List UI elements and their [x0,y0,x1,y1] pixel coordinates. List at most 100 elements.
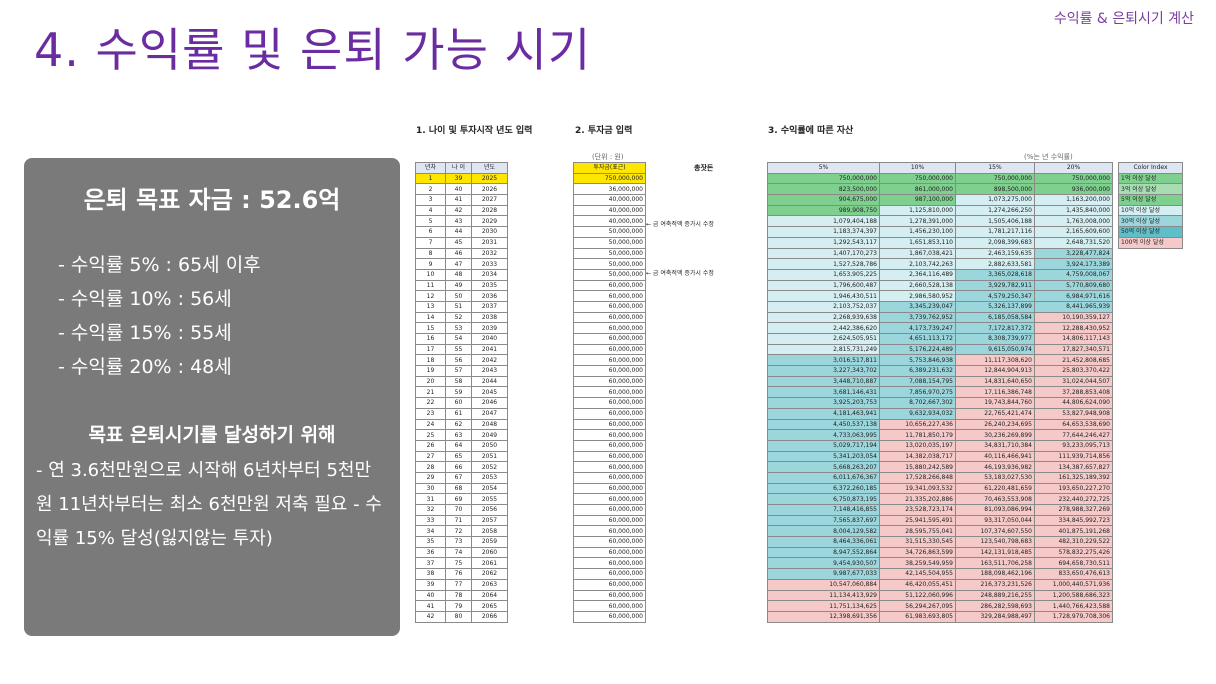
memo-row [646,327,756,337]
table-row: 9,987,677,033 42,145,504,955 188,098,462,1… [767,568,1113,580]
table-cell: 161,325,189,392 [1034,471,1113,484]
table-row: 18 56 2042 [415,354,508,367]
table-cell: 2050 [471,439,508,452]
table-cell: 15,880,242,589 [879,461,956,473]
table-cell: 40 [415,589,446,602]
table-cell: 2059 [471,536,508,548]
table-cell: 987,100,000 [879,194,956,206]
table-cell: 60,000,000 [573,365,646,377]
table-row: 38 76 2062 [415,568,508,580]
memo-row [646,463,756,473]
table-cell: 34,726,863,599 [879,546,956,559]
table-cell: 2056 [471,504,508,516]
table-cell: 60,000,000 [573,471,646,484]
table-cell: 1,946,430,511 [767,290,880,302]
table-cell: 63 [445,429,472,441]
table-cell: 2041 [471,343,508,356]
table-cell: 9,615,050,974 [955,343,1035,356]
table-cell: 2,442,386,620 [767,322,880,334]
table-cell: 68 [445,482,472,495]
table-cell: 2051 [471,450,508,463]
memo-row [646,434,756,444]
table-cell: 2030 [471,226,508,238]
memo-row [646,366,756,376]
table-cell: 14,806,117,143 [1034,333,1113,345]
table-row: 30 68 2054 [415,482,508,495]
retirement-goal: 은퇴 목표 자금 : 52.6억 [83,186,341,214]
table-cell: 1,073,275,000 [955,194,1035,206]
table-cell: 23,528,723,174 [879,504,956,516]
rate-item: - 수익률 20% : 48세 [58,356,232,378]
table-cell: 22 [415,397,446,409]
table-row: 14 52 2038 [415,311,508,324]
table-row: 29 67 2053 [415,471,508,484]
table-row: 33 71 2057 [415,514,508,527]
section-1-title: 1. 나이 및 투자시작 년도 입력 [416,126,533,136]
table-cell: 19 [415,365,446,377]
table-cell: 2,624,505,951 [767,333,880,345]
table-cell: 60,000,000 [573,589,646,602]
table-cell: 750,000,000 [1034,172,1113,185]
memo-row [646,395,756,405]
table-cell: 1,781,217,116 [955,226,1035,238]
table-cell: 46 [445,247,472,260]
table-cell: 482,310,229,522 [1034,536,1113,548]
table-row: 4,733,063,995 11,781,850,179 30,236,269,89… [767,429,1113,441]
table-cell: 8,441,965,939 [1034,300,1113,313]
memo-row: ← 금 여축적액 증가시 수정 [646,221,714,229]
table-row: 50,000,000 [573,258,646,270]
table-cell: 5,770,809,680 [1034,279,1113,292]
table-row: 50,000,000 [573,236,646,249]
memo-row [646,540,756,550]
table-cell: 248,889,216,255 [955,589,1035,602]
table-cell: 60,000,000 [573,610,646,623]
table-cell: 60,000,000 [573,418,646,431]
table-cell: 23 [415,407,446,420]
table-row: 2 40 2026 [415,183,508,196]
table-cell: 2060 [471,546,508,559]
table-cell: 1억 이상 달성 [1118,172,1183,185]
table-row: 60,000,000 [573,514,646,527]
table-row: 3,448,710,887 7,088,154,795 14,831,640,650… [767,375,1113,388]
table-cell: 25,941,595,491 [879,514,956,527]
table-row: 13 51 2037 [415,300,508,313]
table-cell: 750,000,000 [573,172,646,185]
table-cell: 50,000,000 [573,236,646,249]
table-row: 3,925,203,753 8,702,667,302 19,743,844,760… [767,397,1113,409]
table-cell: 61,983,693,805 [879,610,956,623]
table-row: 8,464,336,061 31,515,330,545 123,540,798,6… [767,536,1113,548]
table-row: 21 59 2045 [415,386,508,399]
table-cell: 59 [445,386,472,399]
table-cell: 1,651,853,110 [879,236,956,249]
table-cell: 2054 [471,482,508,495]
table-row: 4 42 2028 [415,204,508,217]
table-cell: 833,650,476,613 [1034,568,1113,580]
memo-row: ← 금 여축적액 증가시 수정 [646,269,714,277]
table-cell: 46,420,055,451 [879,578,956,591]
table-cell: 60,000,000 [573,461,646,473]
table-cell: 1,505,406,188 [955,215,1035,228]
table-cell: 78 [445,589,472,602]
table-cell: 41 [415,600,446,612]
table-row: 2,442,386,620 4,173,739,247 7,172,817,372 1… [767,322,1113,334]
table-cell: 69 [445,493,472,505]
table-cell: 76 [445,568,472,580]
table-row: 39 77 2063 [415,578,508,591]
table-cell: 50,000,000 [573,226,646,238]
table-row: 50,000,000 [573,226,646,238]
table-cell: 21,452,808,685 [1034,354,1113,367]
rate-item: - 수익률 15% : 55세 [58,322,232,344]
memo-row [646,443,756,453]
table-row: 823,500,000 861,000,000 898,500,000 936,000… [767,183,1113,196]
memo-row [646,424,756,434]
table-cell: 19,341,093,532 [879,482,956,495]
table-row: 24 62 2048 [415,418,508,431]
memo-row [646,279,756,289]
table-cell: 134,387,657,827 [1034,461,1113,473]
table-cell: 232,440,272,725 [1034,493,1113,505]
table-row: 60,000,000 [573,386,646,399]
legend-header: Color Index [1118,162,1183,174]
table-cell: 2031 [471,236,508,249]
table-cell: 60,000,000 [573,450,646,463]
table-cell: 5,341,203,054 [767,450,880,463]
